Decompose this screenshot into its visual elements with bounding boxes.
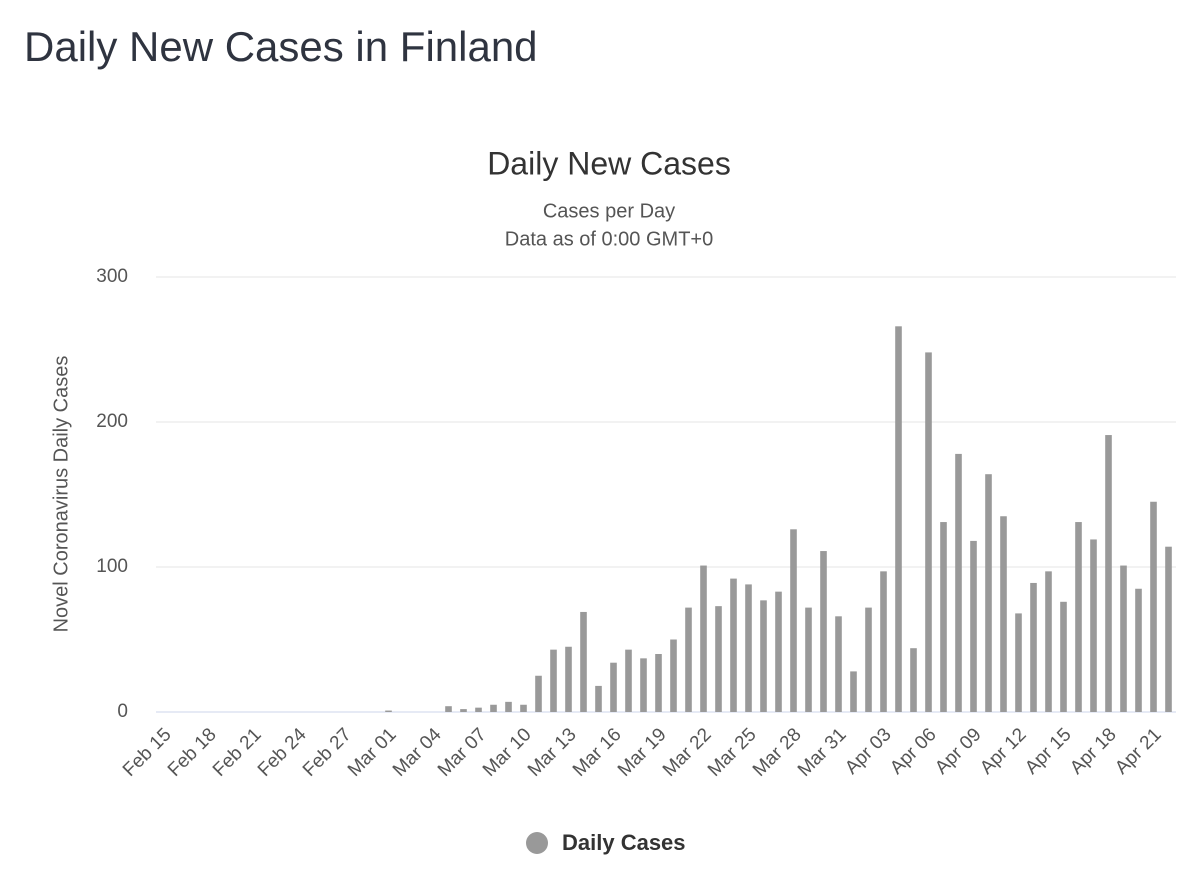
bar	[1090, 539, 1097, 712]
bar	[715, 606, 722, 712]
bar	[1165, 546, 1172, 712]
x-tick-label: Feb 27	[299, 724, 356, 781]
x-tick-label: Apr 12	[976, 724, 1030, 778]
x-tick-label: Mar 13	[524, 724, 581, 781]
bar	[670, 639, 677, 712]
x-tick-label: Mar 16	[569, 724, 626, 781]
bar	[655, 654, 662, 712]
y-axis-label: Novel Coronavirus Daily Cases	[50, 356, 72, 633]
x-tick-label: Feb 24	[254, 724, 311, 781]
bar	[805, 607, 812, 712]
bar	[880, 571, 887, 712]
legend-label[interactable]: Daily Cases	[562, 830, 686, 855]
bar	[1015, 613, 1022, 712]
bar	[700, 565, 707, 712]
bar	[460, 709, 467, 712]
bar	[820, 551, 827, 712]
y-tick-label: 0	[117, 701, 128, 722]
bar	[1075, 522, 1082, 712]
x-tick-label: Mar 01	[344, 724, 401, 781]
bar	[925, 352, 932, 712]
bar	[1060, 601, 1067, 712]
bar	[970, 540, 977, 712]
bar	[1150, 501, 1157, 712]
x-tick-label: Feb 18	[164, 724, 221, 781]
bar	[895, 326, 902, 712]
bar	[850, 671, 857, 712]
bar	[685, 607, 692, 712]
bar	[520, 704, 527, 712]
bar	[985, 474, 992, 712]
bar	[385, 710, 392, 712]
bar	[745, 584, 752, 712]
bar	[940, 522, 947, 712]
x-tick-label: Feb 21	[209, 724, 266, 781]
x-tick-label: Mar 07	[434, 724, 491, 781]
x-tick-label: Feb 15	[119, 724, 176, 781]
bar	[550, 649, 557, 712]
bar	[610, 662, 617, 712]
bar	[490, 704, 497, 712]
y-tick-label: 300	[96, 266, 128, 287]
x-tick-label: Apr 06	[886, 724, 940, 778]
bar	[730, 578, 737, 712]
bar	[445, 706, 452, 712]
legend-marker[interactable]	[526, 832, 548, 854]
x-tick-label: Mar 28	[749, 724, 806, 781]
chart-subtitle: Cases per Day	[543, 200, 675, 222]
bar	[505, 701, 512, 712]
x-tick-label: Mar 19	[614, 724, 671, 781]
x-tick-label: Apr 03	[841, 724, 895, 778]
bar	[955, 453, 962, 712]
x-tick-label: Apr 15	[1021, 724, 1075, 778]
bar	[835, 616, 842, 712]
x-tick-label: Apr 18	[1066, 724, 1120, 778]
x-tick-label: Apr 21	[1111, 724, 1165, 778]
x-tick-label: Mar 22	[659, 724, 716, 781]
chart-title: Daily New Cases	[487, 145, 731, 181]
bar	[1105, 435, 1112, 712]
x-tick-label: Mar 31	[794, 724, 851, 781]
x-tick-label: Mar 04	[389, 724, 446, 781]
bar	[535, 675, 542, 712]
bar	[760, 600, 767, 712]
bar	[1135, 588, 1142, 712]
bar	[1000, 516, 1007, 712]
chart-subtitle: Data as of 0:00 GMT+0	[505, 228, 713, 250]
bar	[1030, 582, 1037, 712]
page-title: Daily New Cases in Finland	[24, 23, 538, 70]
x-tick-label: Apr 09	[931, 724, 985, 778]
y-tick-label: 100	[96, 556, 128, 577]
bar	[1120, 565, 1127, 712]
bar	[625, 649, 632, 712]
bar	[580, 611, 587, 712]
x-tick-label: Mar 25	[704, 724, 761, 781]
bar	[775, 591, 782, 712]
bar	[790, 529, 797, 712]
bar	[565, 646, 572, 712]
bar	[1045, 571, 1052, 712]
bar	[865, 607, 872, 712]
bar	[910, 648, 917, 712]
y-tick-label: 200	[96, 411, 128, 432]
bar	[595, 685, 602, 712]
x-tick-label: Mar 10	[479, 724, 536, 781]
bar	[640, 658, 647, 712]
bar	[475, 707, 482, 712]
